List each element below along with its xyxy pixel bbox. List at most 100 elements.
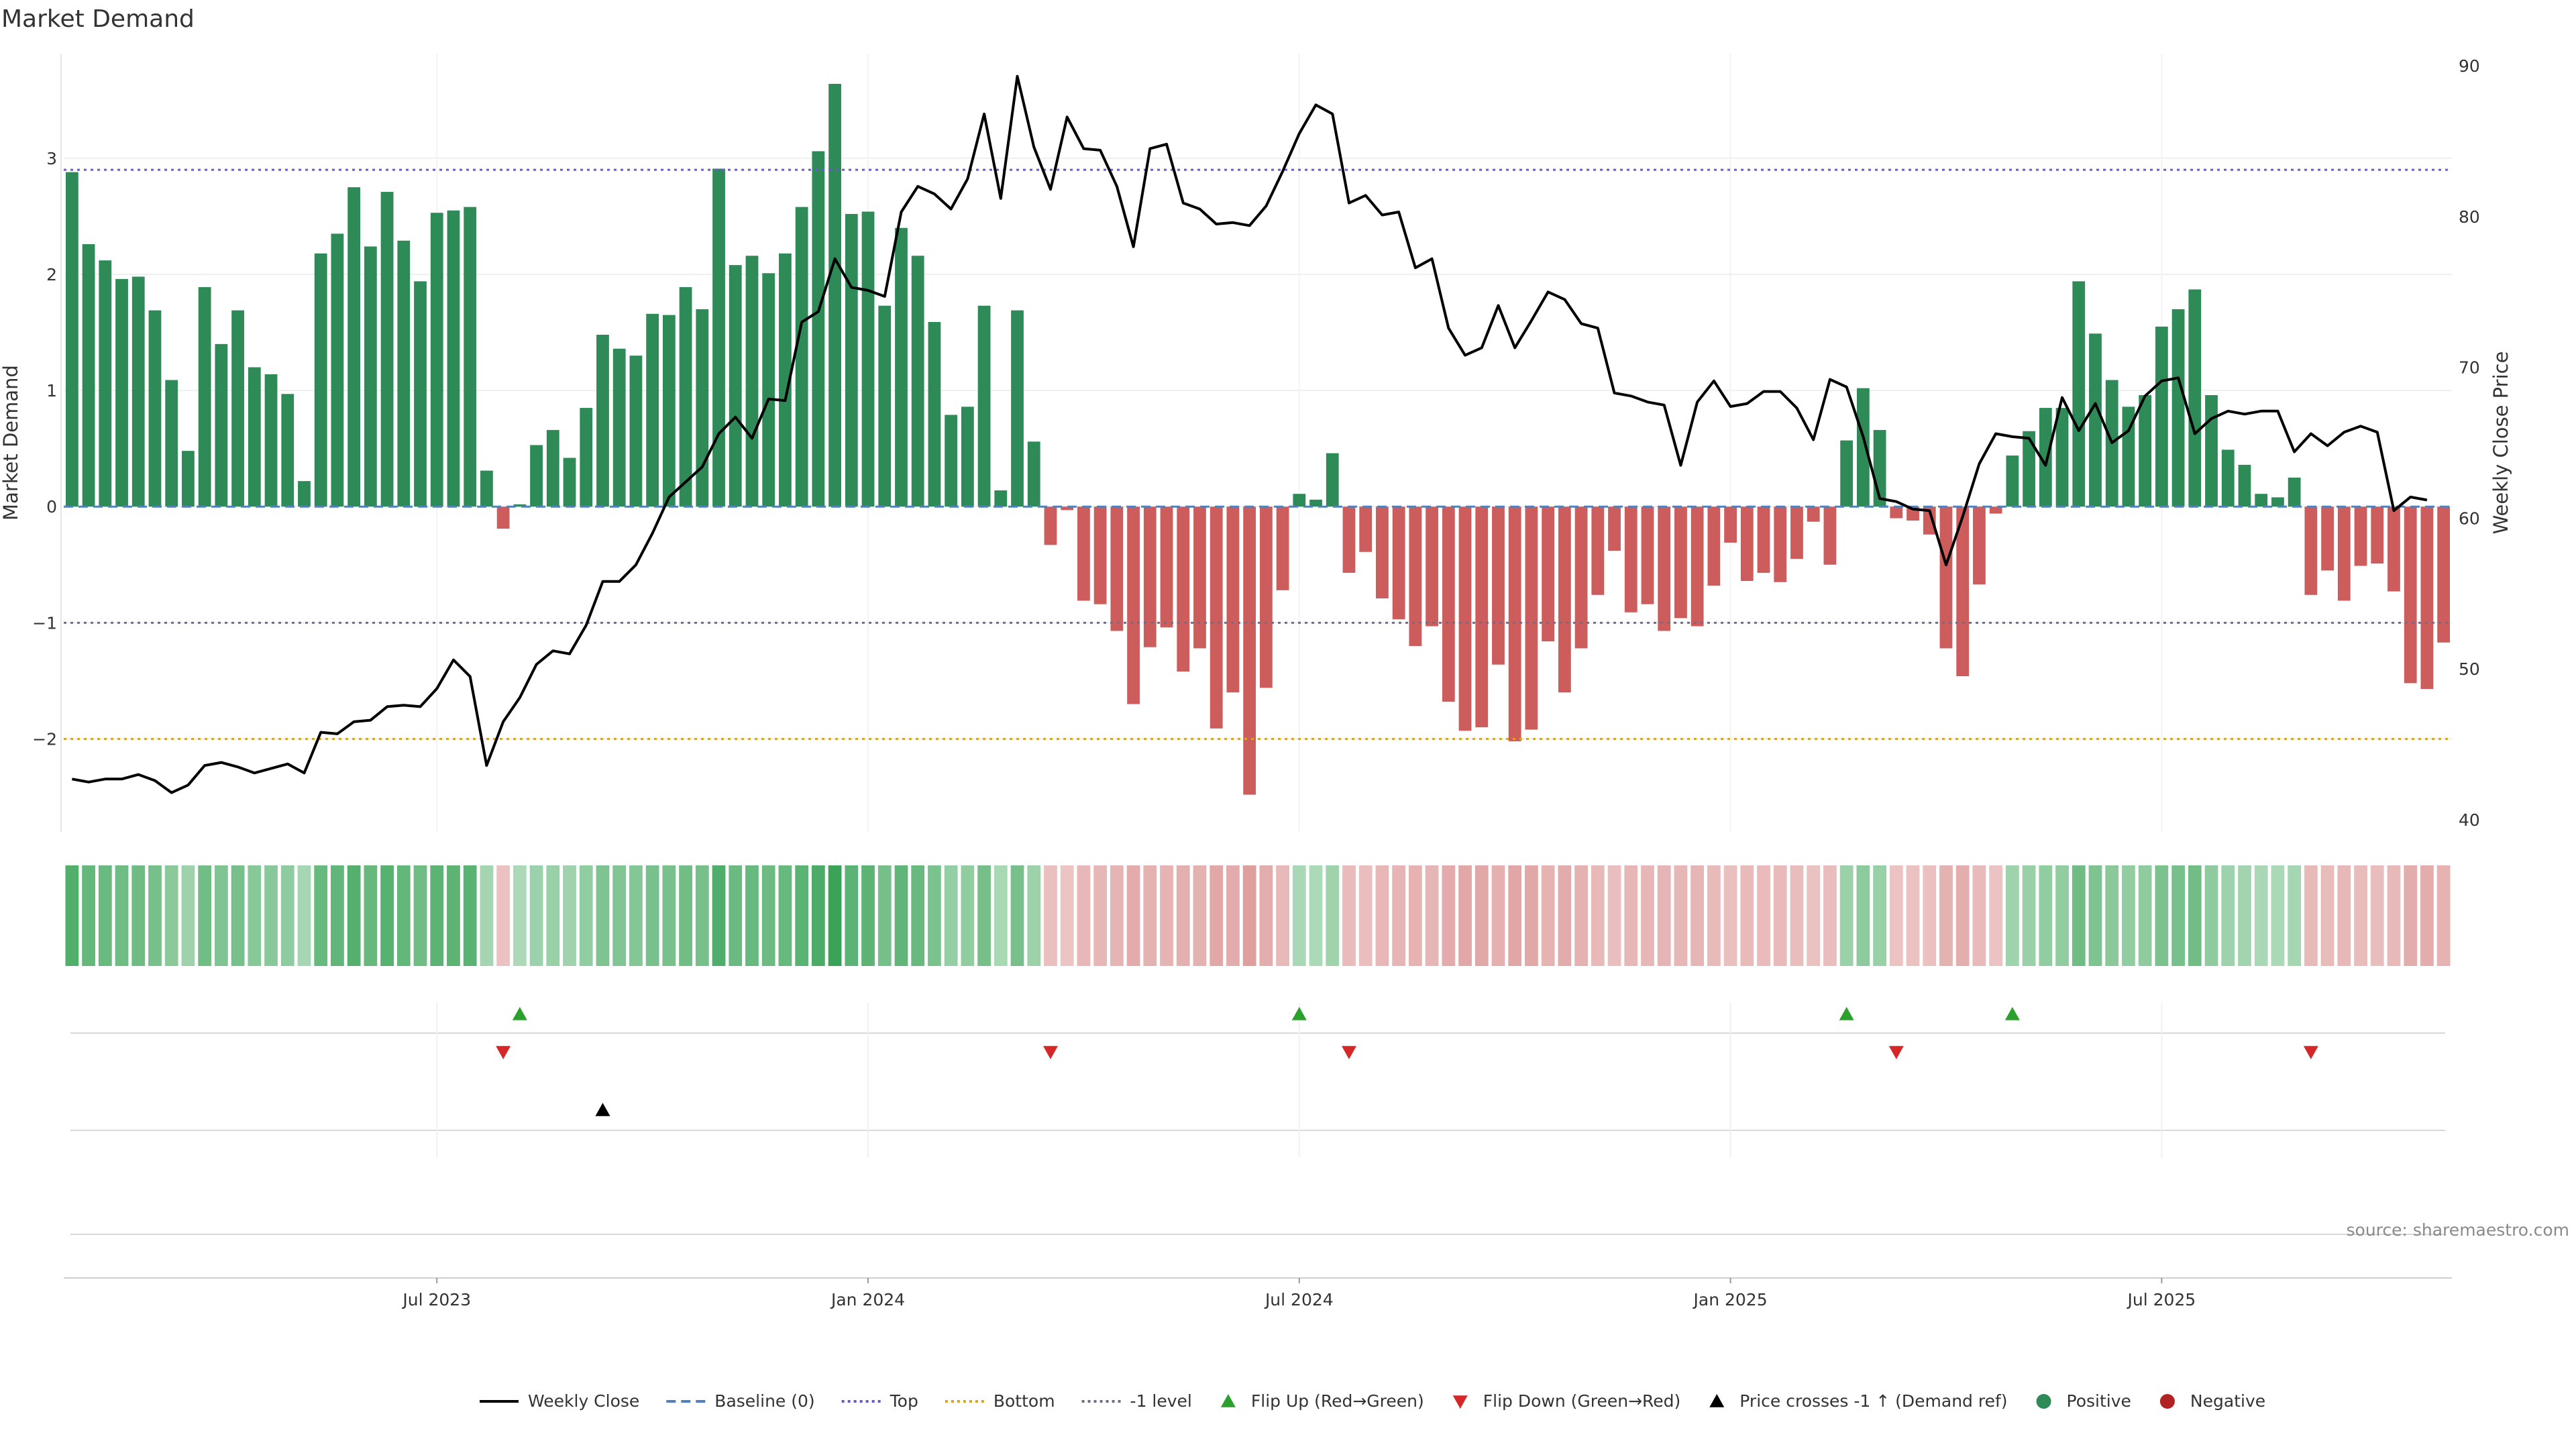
demand-bar [1823,506,1837,565]
heat-cell [447,865,460,966]
heat-cell [164,865,178,966]
heat-cell [1176,865,1190,966]
heat-cell [1757,865,1770,966]
legend-label: Positive [2067,1391,2131,1411]
heat-cell [944,865,958,966]
chart-title: Market Demand [1,5,195,33]
flip-down-marker [1341,1046,1356,1059]
demand-bar [314,253,327,507]
heat-cell [1624,865,1638,966]
heat-cell [1807,865,1821,966]
heat-cell [115,865,129,966]
heat-cell [2122,865,2135,966]
demand-bar [795,207,808,507]
demand-bar [215,343,228,507]
demand-bar [1359,506,1373,552]
demand-bar [148,310,162,507]
heat-cell [1276,865,1289,966]
heat-cell [928,865,941,966]
y-tick-label: 0 [46,497,57,517]
demand-bar [331,233,344,507]
demand-bar [1293,494,1306,507]
heat-cell [911,865,925,966]
legend-item: Top [841,1391,918,1411]
demand-bar [447,210,460,507]
heat-cell [579,865,593,966]
demand-bar [2321,506,2334,571]
demand-bar [2354,506,2367,566]
heat-cell [1027,865,1041,966]
demand-bar [779,253,792,507]
demand-bar [1724,506,1737,543]
heat-cell [1989,865,2003,966]
demand-bar [2271,497,2284,507]
demand-bar [828,84,841,507]
heat-cell [1458,865,1472,966]
heat-cell [1093,865,1108,966]
demand-bar [430,213,443,507]
heat-cell [679,865,692,966]
demand-bar [2337,506,2351,601]
legend-label: Top [890,1391,918,1411]
heat-cell [1326,865,1340,966]
heat-cell [1972,865,1986,966]
heat-cell [2072,865,2086,966]
legend-label: Bottom [994,1391,1055,1411]
demand-bar [679,287,692,507]
demand-bar [546,429,559,507]
demand-bar [994,490,1008,507]
source-note: source: sharemaestro.com [2347,1220,2570,1240]
heat-cell [2420,865,2434,966]
demand-bar [1160,506,1173,628]
legend-label: Negative [2190,1391,2265,1411]
demand-bar [1774,506,1787,582]
demand-bar [861,211,875,507]
demand-bar [1442,506,1455,702]
heat-cell [1641,865,1654,966]
heat-cell [1010,865,1024,966]
demand-bar [2055,408,2069,507]
demand-bar [165,380,178,507]
legend-label: Price crosses -1 ↑ (Demand ref) [1739,1391,2007,1411]
heat-cell [1342,865,1356,966]
legend-item: Flip Down (Green→Red) [1452,1391,1680,1411]
demand-bar [1426,506,1438,627]
demand-bar [1890,506,1903,519]
heat-cell [529,865,543,966]
demand-bar [397,240,411,507]
heat-cell [1259,865,1273,966]
heat-cell [2436,865,2451,966]
weekly-close-line [72,74,2428,794]
demand-bar [1177,506,1190,672]
heat-cell [380,865,394,966]
demand-bar [198,287,211,507]
demand-bar [2171,309,2185,507]
heat-cell [2404,865,2418,966]
heat-cell [1491,865,1505,966]
heat-cell [712,865,726,966]
demand-bar [1326,453,1339,507]
demand-bar [662,315,676,507]
demand-bar [1973,506,1986,585]
heat-cell [1790,865,1804,966]
heat-cell [894,865,908,966]
heat-cell [98,865,112,966]
heat-cell [1110,865,1124,966]
demand-bar [281,394,294,507]
heat-cell [1425,865,1439,966]
heat-cell [2188,865,2202,966]
demand-bar [1807,506,1820,522]
heat-cell [1242,865,1256,966]
demand-bar [2023,431,2035,507]
demand-bar [1309,499,1322,507]
demand-bar [1392,506,1405,620]
heat-cell [877,865,892,966]
heat-cell [248,865,262,966]
demand-bar [2437,506,2451,643]
heat-cell [2022,865,2036,966]
heat-cell [977,865,991,966]
y2-tick-label: 80 [2459,207,2480,227]
heat-cell [1143,865,1157,966]
heat-cell [1707,865,1721,966]
heat-cell [1210,865,1224,966]
